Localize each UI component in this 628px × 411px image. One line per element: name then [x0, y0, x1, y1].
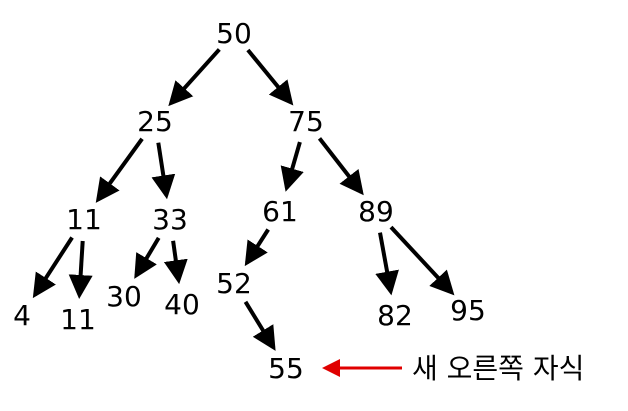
tree-node-n33: 33: [152, 203, 188, 236]
new-right-child-annotation: 새 오른쪽 자식: [322, 352, 584, 385]
edge-n33-n40: [163, 240, 188, 285]
edge-n75-n89: [317, 137, 364, 196]
edge-n25-n33: [151, 142, 176, 200]
tree-node-n4: 4: [13, 299, 31, 332]
tree-node-n25: 25: [137, 105, 173, 138]
annotation-label: 새 오른쪽 자식: [412, 352, 584, 385]
edge-n75-n61: [280, 141, 304, 192]
edge-n89-n95: [389, 225, 455, 296]
edge-n33-n30: [134, 236, 161, 279]
tree-node-n40: 40: [164, 288, 200, 321]
tree-node-n55: 55: [268, 352, 304, 385]
edge-n50-n75: [246, 48, 294, 106]
edge-n11a-n4: [32, 236, 74, 299]
edge-n52-n55: [243, 300, 276, 351]
edge-n61-n52: [244, 228, 270, 267]
tree-node-n61: 61: [262, 195, 298, 228]
tree-node-n30: 30: [106, 280, 142, 313]
tree-node-n52: 52: [216, 267, 252, 300]
tree-node-n11a: 11: [66, 203, 102, 236]
tree-node-n50: 50: [216, 17, 252, 50]
edge-n25-n11a: [95, 137, 144, 203]
tree-nodes: 50 25 75 11 33 61 89 4 11 30 40 52 82 95 55: [13, 17, 486, 385]
tree-node-n75: 75: [288, 105, 324, 138]
edge-n89-n82: [375, 232, 399, 296]
tree-edges: [32, 48, 455, 351]
tree-node-n89: 89: [358, 195, 394, 228]
tree-node-n11b: 11: [60, 303, 96, 336]
tree-node-n95: 95: [450, 294, 486, 327]
edge-n11a-n11b: [68, 240, 93, 299]
tree-node-n82: 82: [377, 299, 413, 332]
edge-n50-n25: [168, 48, 221, 107]
